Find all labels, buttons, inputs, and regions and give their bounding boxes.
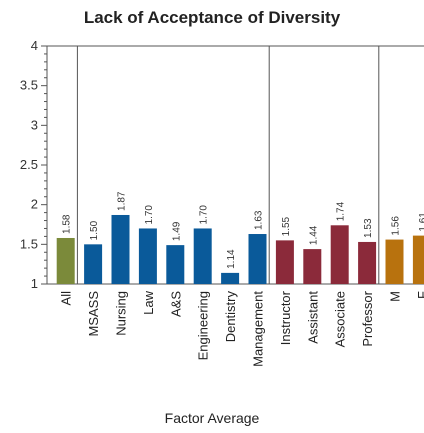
bar — [385, 239, 404, 284]
data-label: 1.14 — [226, 249, 237, 269]
bar — [221, 272, 240, 284]
bar — [111, 214, 130, 284]
x-tick-label: M — [388, 291, 403, 302]
bar — [330, 225, 349, 284]
x-tick-label: Engineering — [196, 291, 211, 360]
y-tick-label: 1.5 — [20, 236, 38, 251]
x-tick-label: F — [415, 291, 424, 299]
bar — [166, 245, 185, 284]
data-label: 1.63 — [254, 210, 265, 230]
x-tick-label: Professor — [360, 290, 375, 346]
data-label: 1.61 — [418, 212, 424, 232]
bar — [84, 244, 103, 284]
data-label: 1.70 — [144, 205, 155, 225]
data-label: 1.49 — [171, 221, 182, 241]
data-label: 1.87 — [117, 191, 128, 211]
bar — [193, 228, 212, 284]
bar — [358, 241, 377, 284]
bar — [412, 235, 424, 284]
x-tick-label: Dentistry — [223, 291, 238, 343]
x-tick-label: Instructor — [278, 290, 293, 345]
y-tick-label: 4 — [31, 38, 38, 53]
bar — [56, 237, 75, 284]
y-tick-label: 2.5 — [20, 157, 38, 172]
bar — [138, 228, 157, 284]
y-tick-label: 3.5 — [20, 78, 38, 93]
bar — [303, 249, 322, 284]
x-tick-label: MSASS — [86, 291, 101, 337]
chart-title: Lack of Acceptance of Diversity — [83, 8, 341, 27]
x-tick-label: All — [59, 291, 74, 306]
data-label: 1.44 — [308, 225, 319, 245]
x-tick-label: Nursing — [114, 291, 129, 336]
data-label: 1.56 — [391, 216, 402, 236]
bar — [275, 240, 294, 284]
data-label: 1.70 — [199, 205, 210, 225]
x-tick-label: A&S — [168, 291, 183, 317]
y-tick-label: 2 — [31, 197, 38, 212]
data-label: 1.74 — [336, 201, 347, 221]
y-tick-label: 3 — [31, 117, 38, 132]
y-tick-label: 1 — [31, 276, 38, 291]
x-tick-label: Management — [251, 291, 266, 367]
x-axis-title: Factor Average — [164, 410, 260, 426]
data-label: 1.53 — [363, 218, 374, 238]
x-tick-label: Assistant — [305, 291, 320, 344]
x-tick-label: Law — [141, 290, 156, 314]
bar — [248, 234, 267, 284]
data-label: 1.55 — [281, 216, 292, 236]
x-tick-label: Associate — [333, 291, 348, 347]
data-label: 1.58 — [62, 214, 73, 234]
data-label: 1.50 — [89, 220, 100, 240]
